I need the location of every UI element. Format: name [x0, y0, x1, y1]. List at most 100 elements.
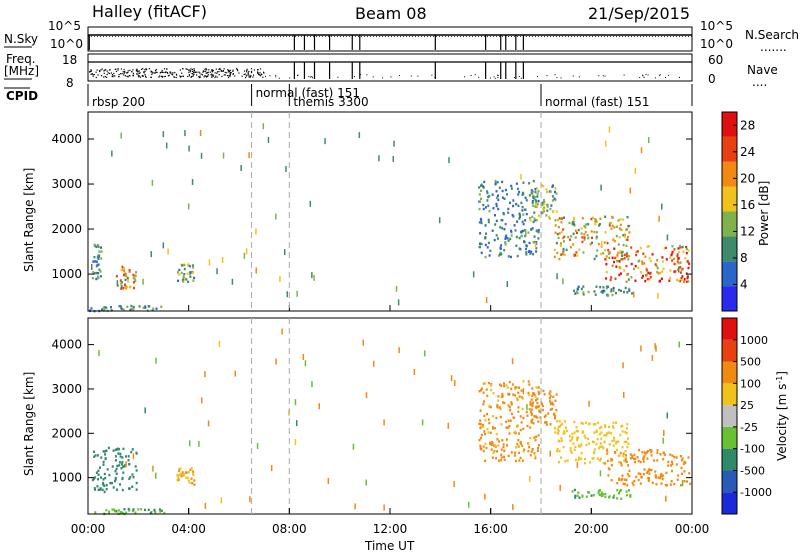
data-point	[560, 221, 563, 224]
data-point	[611, 439, 614, 443]
data-point	[558, 257, 561, 261]
data-point	[667, 464, 670, 467]
data-point	[557, 218, 560, 222]
data-point	[509, 255, 512, 259]
data-point	[611, 264, 614, 267]
data-point	[124, 463, 127, 467]
data-point	[621, 424, 624, 428]
data-point	[121, 456, 124, 459]
nave-point	[205, 68, 207, 70]
data-point	[135, 469, 138, 472]
data-point	[532, 179, 535, 183]
cpid-label: CPID	[6, 89, 38, 103]
data-point	[679, 271, 682, 274]
data-point	[578, 456, 581, 459]
data-point	[635, 253, 638, 257]
nave-point	[244, 76, 247, 79]
nave-point	[118, 74, 120, 76]
nave-point	[470, 75, 472, 77]
data-point	[138, 305, 141, 308]
data-point	[543, 200, 546, 204]
nave-point	[173, 76, 176, 78]
data-point	[562, 240, 565, 243]
data-point	[530, 228, 533, 231]
data-point	[646, 457, 649, 460]
data-point	[534, 198, 537, 202]
data-point	[574, 494, 577, 498]
data-point	[490, 448, 493, 451]
data-point	[528, 383, 531, 386]
data-point	[182, 280, 185, 283]
data-point	[619, 451, 622, 455]
data-point	[603, 241, 606, 244]
data-point	[515, 182, 518, 185]
nave-point	[417, 75, 419, 77]
data-point	[625, 238, 628, 241]
nave-point	[193, 69, 195, 71]
data-point	[535, 386, 538, 389]
data-point	[97, 263, 100, 266]
data-point	[617, 440, 620, 443]
data-point	[627, 224, 630, 228]
data-point	[640, 271, 643, 274]
data-point	[628, 287, 631, 291]
nave-point	[193, 68, 195, 70]
data-point	[563, 253, 566, 256]
data-point	[663, 429, 665, 436]
cpid-segment-label: normal (fast) 151	[545, 95, 649, 109]
data-point	[518, 215, 521, 218]
data-point	[181, 264, 184, 267]
data-point	[683, 470, 686, 473]
data-point	[167, 248, 169, 255]
data-point	[501, 180, 504, 184]
data-point	[619, 250, 622, 253]
data-point	[490, 382, 493, 386]
data-point	[518, 212, 521, 215]
nave-point	[169, 71, 171, 73]
data-point	[562, 278, 564, 285]
data-point	[142, 278, 144, 285]
data-point	[96, 263, 99, 267]
data-point	[529, 252, 532, 255]
data-point	[111, 150, 113, 157]
nave-point	[154, 72, 156, 74]
data-point	[120, 282, 123, 285]
data-point	[599, 457, 602, 460]
data-point	[102, 460, 105, 464]
data-point	[658, 280, 661, 283]
data-point	[685, 251, 688, 255]
data-point	[613, 260, 616, 264]
nave-point	[494, 77, 496, 79]
data-point	[598, 426, 601, 430]
data-point	[651, 354, 654, 361]
data-point	[536, 192, 539, 195]
x-tick-label: 00:00	[71, 522, 106, 536]
data-point	[192, 473, 195, 476]
data-point	[111, 508, 114, 511]
data-point	[486, 427, 489, 431]
y-tick-label: 1000	[51, 267, 82, 281]
data-point	[527, 391, 530, 395]
data-point	[604, 249, 607, 252]
data-point	[528, 393, 531, 397]
nave-point	[218, 71, 220, 73]
data-point	[98, 466, 101, 469]
data-point	[183, 473, 186, 476]
data-point	[549, 402, 552, 406]
data-point	[535, 200, 538, 203]
data-point	[487, 431, 490, 434]
data-point	[121, 511, 124, 515]
data-point	[595, 285, 598, 288]
nave-point	[186, 68, 188, 70]
data-point	[574, 253, 577, 257]
nave-point	[181, 72, 183, 74]
data-point	[677, 266, 680, 273]
nave-point	[205, 72, 207, 74]
data-point	[668, 279, 671, 282]
data-point	[542, 208, 545, 211]
data-point	[495, 219, 498, 223]
data-point	[527, 250, 530, 254]
data-point	[510, 403, 513, 406]
nave-point	[135, 69, 138, 71]
colorbar-tick-label: -500	[740, 464, 765, 477]
